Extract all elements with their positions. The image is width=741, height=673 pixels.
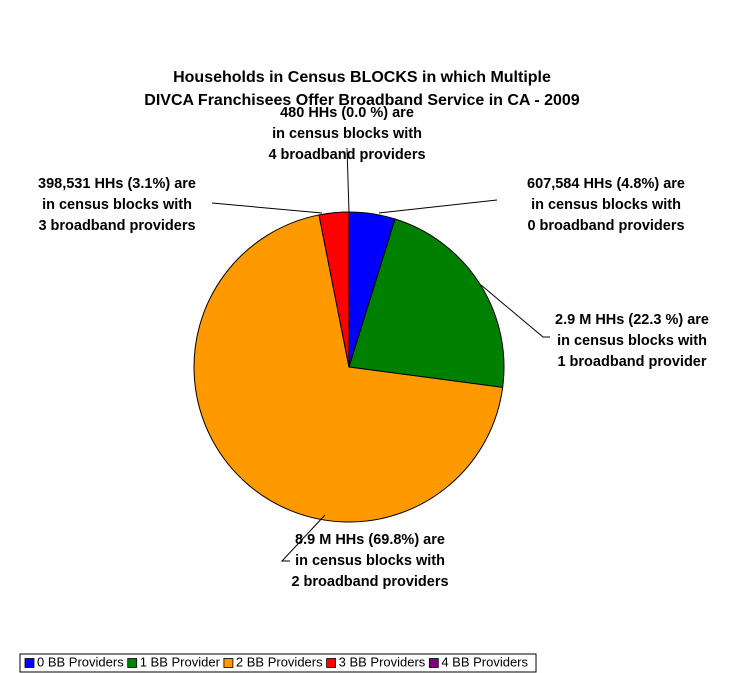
legend-label: 4 BB Providers xyxy=(441,654,528,669)
data-label: 398,531 HHs (3.1%) are xyxy=(38,176,196,192)
chart-title: Households in Census BLOCKS in which Mul… xyxy=(173,69,551,86)
leader-line xyxy=(378,199,498,214)
legend-swatch xyxy=(127,658,138,668)
data-label: 4 broadband providers xyxy=(268,147,425,163)
legend-swatch xyxy=(428,658,439,668)
leader-line xyxy=(480,284,550,338)
leader-line xyxy=(211,202,323,214)
data-label: in census blocks with xyxy=(295,553,445,569)
data-label: 2.9 M HHs (22.3 %) are xyxy=(555,312,709,328)
data-label: in census blocks with xyxy=(42,197,192,213)
pie-slice xyxy=(348,218,505,388)
data-label: 1 broadband provider xyxy=(557,354,706,370)
legend-label: 1 BB Provider xyxy=(140,654,221,669)
legend-swatch xyxy=(326,658,337,668)
pie-slice xyxy=(193,214,504,523)
data-label: 2 broadband providers xyxy=(291,574,448,590)
legend-label: 0 BB Providers xyxy=(37,654,124,669)
data-label: in census blocks with xyxy=(531,197,681,213)
data-label: 3 broadband providers xyxy=(38,218,195,234)
chart-title: DIVCA Franchisees Offer Broadband Servic… xyxy=(144,92,580,109)
leader-line xyxy=(280,514,326,562)
data-label: in census blocks with xyxy=(272,126,422,142)
legend-label: 3 BB Providers xyxy=(339,654,426,669)
legend-label: 2 BB Providers xyxy=(236,654,323,669)
data-label: 480 HHs (0.0 %) are xyxy=(280,105,414,121)
data-label: 8.9 M HHs (69.8%) are xyxy=(295,532,445,548)
leader-line xyxy=(346,147,350,213)
data-label: 607,584 HHs (4.8%) are xyxy=(527,176,685,192)
data-label: 0 broadband providers xyxy=(527,218,684,234)
legend-swatch xyxy=(223,658,234,668)
legend-swatch xyxy=(24,658,35,668)
data-label: in census blocks with xyxy=(557,333,707,349)
legend xyxy=(19,653,537,673)
